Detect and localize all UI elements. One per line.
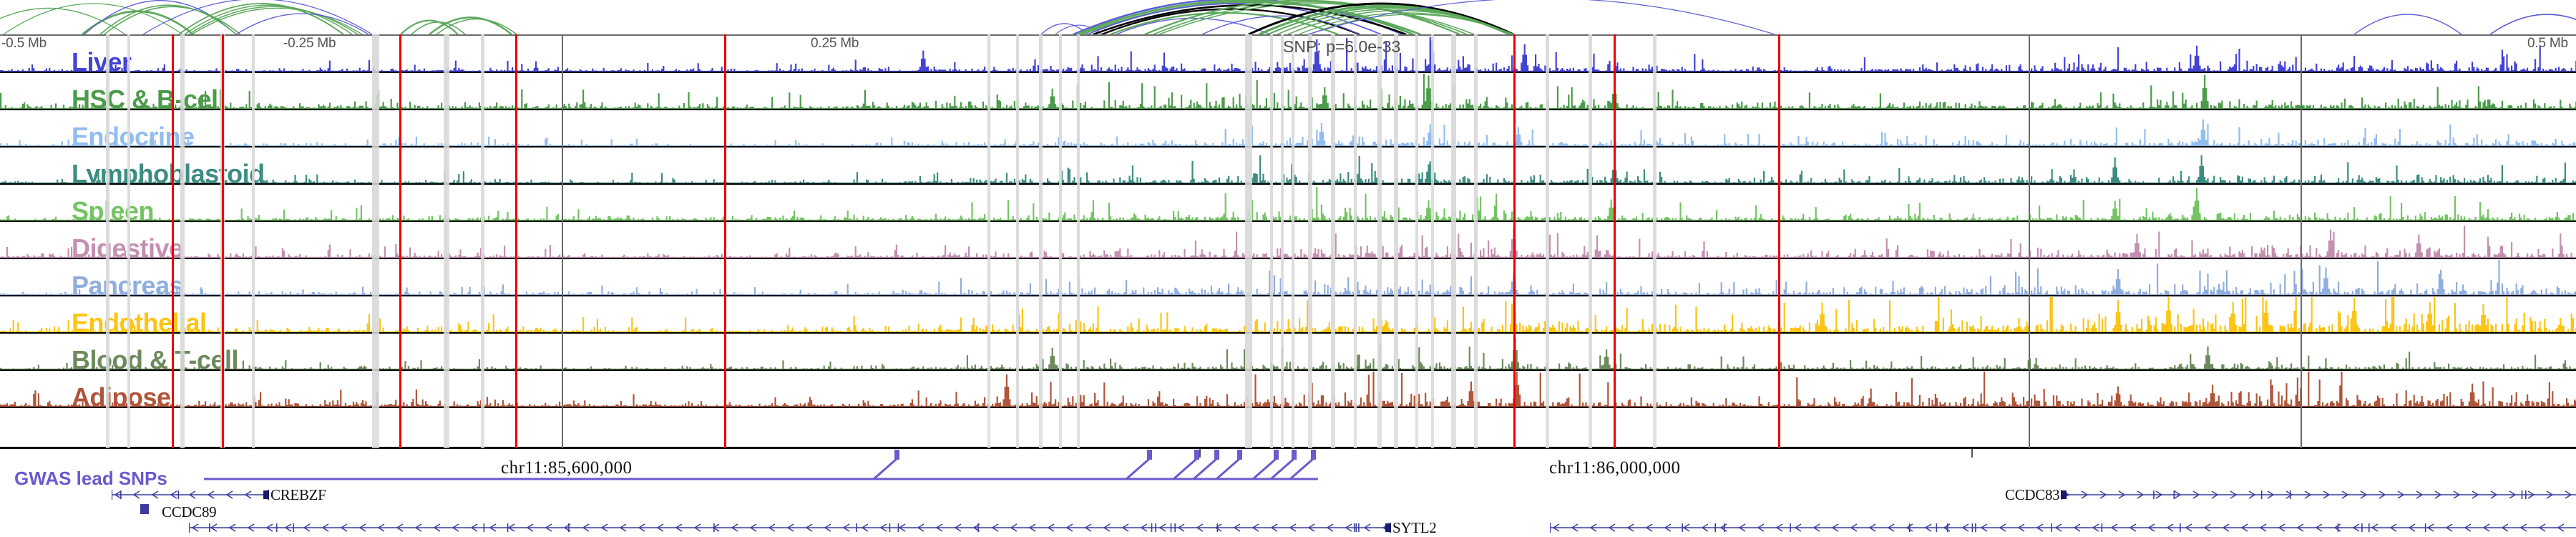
signal-profile-pancreas xyxy=(0,260,2576,295)
gwas-snp-connector xyxy=(1193,458,1217,480)
interaction-arc xyxy=(188,6,358,34)
genomic-ruler xyxy=(0,34,2576,36)
interaction-arc xyxy=(1307,0,1775,34)
interaction-arc xyxy=(436,18,517,34)
interaction-arc xyxy=(1309,14,1515,34)
interaction-arc xyxy=(1093,4,1407,34)
interaction-arc xyxy=(191,7,363,34)
gwas-snp-connector xyxy=(1173,458,1197,480)
interaction-arc xyxy=(104,6,241,34)
coordinate-label-right: chr11:86,000,000 xyxy=(1549,458,1681,478)
signal-profile-digestive xyxy=(0,226,2576,258)
gene-label-crebzf[interactable]: CREBZF xyxy=(270,486,326,503)
signal-profile-adipose xyxy=(0,372,2576,407)
gene-annotation-track: CREBZFCCDC83EEDCCDC81CCDC89SYTL2PICALMHI… xyxy=(0,487,2576,537)
gwas-snp-tick[interactable] xyxy=(1147,450,1152,460)
gene-body-sytl2[interactable] xyxy=(189,520,1391,536)
signal-area xyxy=(0,155,2576,183)
interaction-arc xyxy=(142,0,373,34)
signal-area xyxy=(0,119,2576,146)
interaction-arc xyxy=(1144,0,1460,34)
interaction-arc xyxy=(0,7,126,34)
gwas-snp-connector xyxy=(873,458,897,480)
gwas-snp-tick[interactable] xyxy=(1237,450,1242,460)
signal-track-digestive[interactable]: Digestive xyxy=(0,222,2576,259)
signal-area xyxy=(0,226,2576,258)
gwas-snp-tick[interactable] xyxy=(1274,450,1279,460)
axis-tick-left xyxy=(1199,449,1201,458)
interaction-arc xyxy=(411,21,466,34)
signal-area xyxy=(0,372,2576,407)
gene-body-crebzf[interactable] xyxy=(112,487,269,503)
gene-body-ccdc89[interactable] xyxy=(140,504,149,514)
signal-profile-hsc_bcell xyxy=(0,74,2576,109)
gwas-snp-tick[interactable] xyxy=(1311,450,1316,460)
signal-area xyxy=(0,187,2576,221)
signal-track-spleen[interactable]: Spleen xyxy=(0,185,2576,222)
interaction-arc xyxy=(1158,3,1475,34)
signal-track-endocrine[interactable]: Endocrine xyxy=(0,110,2576,147)
interaction-arc xyxy=(1055,24,1103,34)
signal-tracks-container: Liver HSC & B-cell Endocrine Lymphoblastoid… xyxy=(0,36,2576,447)
gene-label-ccdc89[interactable]: CCDC89 xyxy=(162,503,217,521)
signal-track-endothelial[interactable]: Endothelial xyxy=(0,296,2576,334)
arc-svg xyxy=(0,0,2576,34)
gwas-snp-connector xyxy=(1289,458,1314,480)
gwas-snp-connector xyxy=(1126,458,1150,480)
interaction-arc xyxy=(1248,2,1514,34)
interaction-arc xyxy=(235,13,369,34)
interaction-arc xyxy=(178,3,344,34)
interaction-arc xyxy=(2353,14,2462,34)
ruler-label-right: 0.5 Mb xyxy=(2527,36,2568,51)
signal-profile-lymphoblastoid xyxy=(0,155,2576,183)
ruler-label-left: -0.5 Mb xyxy=(1,36,47,51)
signal-area xyxy=(0,337,2576,369)
gwas-snp-tick[interactable] xyxy=(1214,450,1219,460)
interaction-arc xyxy=(1116,17,1271,34)
interaction-arc xyxy=(99,4,237,34)
axis-tick-right xyxy=(1971,449,1973,458)
signal-profile-endocrine xyxy=(0,119,2576,146)
gwas-snp-connector xyxy=(1252,458,1277,480)
gene-body-picalm[interactable] xyxy=(1550,520,2576,536)
gene-label-sytl2[interactable]: SYTL2 xyxy=(1392,519,1437,536)
interaction-arc xyxy=(429,16,512,34)
gwas-snp-tick[interactable] xyxy=(1292,450,1297,460)
gene-body-ccdc83[interactable] xyxy=(2061,487,2576,503)
chromatin-loop-arc-panel xyxy=(0,0,2576,34)
signal-track-adipose[interactable]: Adipose xyxy=(0,371,2576,408)
interaction-arc xyxy=(1201,15,1360,34)
coordinate-label-left: chr11:85,600,000 xyxy=(501,458,633,478)
ruler-label-mid-left: -0.25 Mb xyxy=(283,36,336,51)
interaction-arc xyxy=(2489,14,2576,34)
signal-profile-blood_tcell xyxy=(0,337,2576,369)
gwas-snp-connector xyxy=(1216,458,1240,480)
signal-area xyxy=(0,297,2576,332)
signal-profile-spleen xyxy=(0,187,2576,221)
gwas-lead-snp-track xyxy=(0,449,2576,480)
interaction-arc xyxy=(3,3,183,34)
interaction-arc xyxy=(1101,8,1360,34)
signal-area xyxy=(0,260,2576,295)
signal-track-lymphoblastoid[interactable]: Lymphoblastoid xyxy=(0,147,2576,185)
signal-track-blood_tcell[interactable]: Blood & T-cell xyxy=(0,334,2576,371)
interaction-arc xyxy=(1153,1,1468,34)
signal-track-pancreas[interactable]: Pancreas xyxy=(0,259,2576,296)
gwas-track-label: GWAS lead SNPs xyxy=(14,468,167,489)
interaction-arc xyxy=(400,19,459,34)
gwas-snp-tick[interactable] xyxy=(894,450,899,460)
gwas-connector-svg xyxy=(204,450,1318,480)
signal-profile-endothelial xyxy=(0,297,2576,332)
ruler-label-mid-right: 0.25 Mb xyxy=(811,36,859,51)
gwas-snp-tick[interactable] xyxy=(1194,450,1199,460)
signal-track-hsc_bcell[interactable]: HSC & B-cell xyxy=(0,73,2576,110)
lead-snp-annotation: SNP: p=6.0e-33 xyxy=(1283,37,1401,56)
signal-area xyxy=(0,74,2576,109)
interaction-arc xyxy=(1087,3,1382,34)
interaction-arc xyxy=(1110,11,1339,34)
gene-label-ccdc83[interactable]: CCDC83 xyxy=(2005,486,2060,503)
gwas-snp-connector xyxy=(1270,458,1294,480)
interaction-arc xyxy=(184,4,353,34)
bottom-axis-line xyxy=(0,447,2576,449)
